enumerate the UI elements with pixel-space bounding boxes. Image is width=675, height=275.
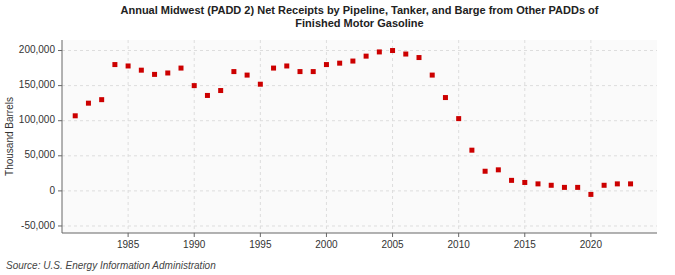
point [588,192,593,197]
point [443,95,448,100]
y-tick [58,85,62,86]
point [218,88,223,93]
x-tick [128,233,129,237]
point [575,185,580,190]
point [165,70,170,75]
plot-area [62,40,657,233]
point [298,69,303,74]
y-axis-label: Thousand Barrels [4,97,15,176]
point [337,61,342,66]
y-tick-label: 50,000 [24,149,55,160]
y-tick-label: 200,000 [19,44,56,55]
x-tick [260,233,261,237]
x-grid-line [194,40,195,233]
point [377,49,382,54]
point [112,62,117,67]
chart: -50,000 0 50,000 100,000 150,000 200,000 1985 1… [0,0,675,275]
point [231,69,236,74]
point [456,116,461,121]
point [562,185,567,190]
point [139,68,144,73]
x-tick [392,233,393,237]
x-tick-label: 1990 [183,239,206,250]
y-tick-label: 150,000 [19,79,56,90]
x-grid-line [128,40,129,233]
point [469,148,474,153]
point [99,97,104,102]
y-tick [58,225,62,226]
x-tick-label: 2015 [514,239,537,250]
x-tick-label: 2005 [381,239,404,250]
point [271,66,276,71]
title: Annual Midwest (PADD 2) Net Receipts by … [121,4,599,29]
chart-container: -50,000 0 50,000 100,000 150,000 200,000 1985 1… [0,0,675,275]
x-tick [326,233,327,237]
points [73,48,633,197]
y-tick [58,190,62,191]
point [549,183,554,188]
x-tick-label: 1985 [117,239,140,250]
y-grid-line [62,50,657,51]
point [126,63,131,68]
point [311,69,316,74]
x-axis-line [62,233,657,234]
y-tick [58,50,62,51]
x-tick [458,233,459,237]
x-tick-label: 2000 [315,239,338,250]
point [86,101,91,106]
x-tick-label: 2010 [448,239,471,250]
point [417,55,422,60]
y-grid-line [62,155,657,156]
point [536,181,541,186]
y-tick-label: 100,000 [19,114,56,125]
point [509,178,514,183]
point [615,181,620,186]
x-tick [194,233,195,237]
point [430,73,435,78]
y-axis-line [62,40,63,233]
x-grid-line [524,40,525,233]
x-grid-line [326,40,327,233]
point [496,167,501,172]
point [350,59,355,64]
point [403,52,408,57]
x-grid-line [260,40,261,233]
y-grid-line [62,85,657,86]
x-grid-line [590,40,591,233]
x-tick [590,233,591,237]
point [179,66,184,71]
y-tick [58,155,62,156]
point [390,48,395,53]
point [602,183,607,188]
x-tick-label: 2020 [580,239,603,250]
y-tick-label: 0 [49,185,55,196]
grid [62,40,657,233]
point [152,72,157,77]
x-tick [524,233,525,237]
point [245,73,250,78]
point [205,93,210,98]
x-grid-line [392,40,393,233]
y-tick [58,120,62,121]
y-grid-line [62,190,657,191]
point [628,181,633,186]
x-tick-label: 1995 [249,239,272,250]
point [522,180,527,185]
y-tick-label: -50,000 [21,220,55,231]
point [73,113,78,118]
point [364,54,369,59]
point [258,82,263,87]
y-grid-line [62,225,657,226]
point [284,63,289,68]
axes: -50,000 0 50,000 100,000 150,000 200,000 1985 1… [19,40,657,250]
x-grid-line [458,40,459,233]
point [483,169,488,174]
annotation: Source: U.S. Energy Information Administ… [6,260,216,271]
y-grid-line [62,120,657,121]
point [192,83,197,88]
point [324,62,329,67]
